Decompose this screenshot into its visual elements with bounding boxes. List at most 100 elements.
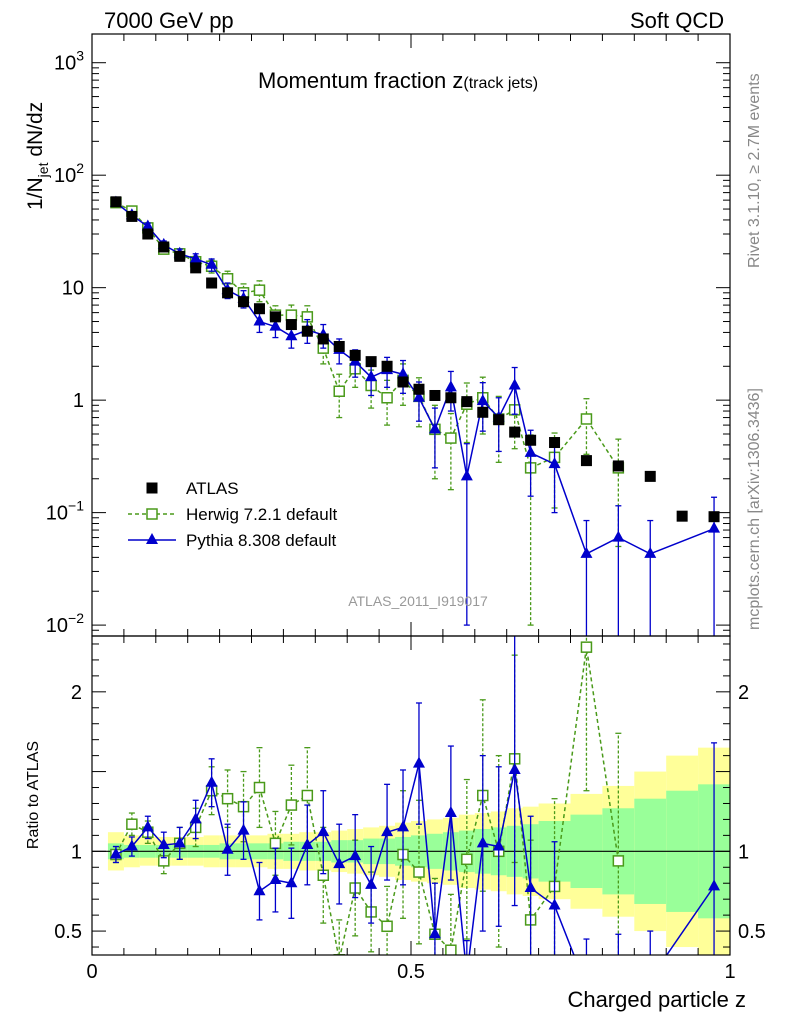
atlas-marker	[158, 241, 170, 253]
atlas-marker	[477, 406, 489, 418]
ratio-pythia-marker	[492, 839, 505, 851]
y-tick-label: 102	[54, 160, 84, 187]
atlas-marker	[676, 510, 688, 522]
atlas-marker	[612, 460, 624, 472]
ratio-pythia-marker	[428, 927, 441, 939]
pythia-line	[115, 202, 715, 555]
header-collision-label: 7000 GeV pp	[104, 8, 234, 33]
ratio-herwig-marker	[285, 799, 298, 811]
ratio-herwig-marker	[612, 855, 625, 867]
ratio-y-axis-label: Ratio to ATLAS	[25, 741, 42, 849]
ratio-pythia-marker	[141, 820, 154, 832]
ratio-herwig-marker	[381, 920, 393, 933]
ratio-pythia-marker	[381, 825, 394, 837]
ratio-herwig-marker	[445, 944, 457, 955]
x-tick-label: 1	[724, 961, 735, 983]
legend-atlas-marker	[146, 482, 158, 494]
ratio-y-tick-label: 2	[71, 682, 82, 704]
herwig-marker	[253, 284, 266, 296]
herwig-marker	[580, 413, 593, 425]
ratio-pythia-marker	[524, 881, 537, 893]
atlas-marker	[126, 210, 138, 222]
atlas-marker	[525, 434, 537, 446]
y-axis-label: 1/Njet dN/dz	[24, 102, 51, 210]
atlas-marker	[190, 262, 202, 274]
ratio-pythia-line	[115, 763, 715, 955]
ratio-y-tick-label-right: 2	[738, 682, 749, 704]
ratio-data-layer	[92, 636, 730, 983]
legend-pythia-marker	[146, 533, 158, 544]
pythia-marker	[253, 314, 266, 326]
ratio-pythia-marker	[476, 836, 489, 848]
y-tick-label: 10−2	[46, 610, 84, 637]
pythia-marker	[444, 380, 457, 392]
atlas-marker	[580, 455, 592, 467]
atlas-marker	[429, 389, 441, 401]
ratio-pythia-marker	[412, 756, 425, 768]
main-panel: 10−2 10−1 1 10 102 103 Momentum fraction z(tra…	[24, 33, 731, 637]
ratio-herwig-marker	[126, 818, 138, 830]
ratio-pythia-marker	[301, 837, 314, 849]
atlas-marker	[549, 437, 561, 449]
atlas-marker	[349, 349, 361, 361]
legend: ATLAS Herwig 7.2.1 default Pythia 8.308 de…	[128, 479, 337, 550]
legend-herwig-label: Herwig 7.2.1 default	[186, 505, 337, 524]
x-axis-label: Charged particle z	[567, 987, 746, 1012]
atlas-marker	[269, 311, 281, 323]
pythia-marker	[548, 457, 561, 469]
ratio-herwig-marker	[333, 954, 345, 955]
ratio-pythia-marker	[365, 877, 378, 889]
y-tick-label: 103	[54, 48, 84, 75]
atlas-marker	[317, 333, 329, 345]
ratio-frame	[91, 635, 731, 956]
ratio-pythia-marker	[349, 849, 362, 861]
pythia-marker	[708, 521, 721, 533]
pythia-marker	[205, 257, 218, 269]
ratio-pythia-marker	[397, 820, 410, 832]
ratio-herwig-marker	[413, 866, 425, 878]
pythia-marker	[524, 445, 537, 457]
atlas-marker	[110, 196, 122, 208]
chart-title: Momentum fraction z(track jets)	[258, 68, 538, 93]
atlas-marker	[301, 325, 313, 337]
ratio-pythia-marker	[317, 825, 330, 837]
atlas-marker	[253, 303, 265, 315]
pythia-marker	[412, 390, 425, 402]
ratio-pythia-marker	[189, 812, 202, 824]
pythia-marker	[285, 329, 298, 341]
ratio-pythia-marker	[221, 842, 234, 854]
ratio-y-tick-label: 1	[71, 841, 82, 863]
atlas-marker	[333, 340, 345, 352]
atlas-marker	[285, 319, 297, 331]
ratio-herwig-marker	[580, 641, 593, 653]
atlas-marker	[142, 228, 154, 240]
ratio-herwig-marker	[221, 792, 234, 805]
ratio-pythia-marker	[253, 884, 266, 896]
y-tick-label: 1	[73, 390, 84, 412]
ratio-pythia-marker	[444, 806, 457, 818]
ratio-herwig-marker	[301, 789, 314, 802]
ratio-pythia-marker	[548, 898, 561, 910]
ratio-pythia-marker	[157, 837, 170, 849]
ratio-pythia-marker	[109, 847, 122, 859]
ratio-pythia-marker	[285, 876, 298, 888]
pythia-marker	[476, 394, 489, 406]
ratio-y-tick-label-right: 0.5	[738, 921, 766, 943]
pythia-marker	[397, 367, 410, 379]
atlas-marker	[644, 470, 656, 482]
atlas-marker	[238, 296, 250, 308]
ratio-pythia-marker	[612, 967, 624, 978]
pythia-marker	[580, 546, 593, 558]
ratio-pythia-marker	[125, 839, 138, 851]
ratio-pythia-marker	[644, 972, 656, 983]
ratio-pythia-marker	[461, 969, 473, 980]
pythia-marker	[612, 530, 625, 542]
pythia-marker	[460, 469, 473, 481]
pythia-marker	[644, 546, 657, 558]
herwig-marker	[381, 392, 393, 404]
atlas-marker	[397, 376, 409, 388]
ratio-pythia-marker	[205, 775, 218, 787]
atlas-marker	[413, 383, 425, 395]
atlas-marker	[174, 250, 186, 262]
